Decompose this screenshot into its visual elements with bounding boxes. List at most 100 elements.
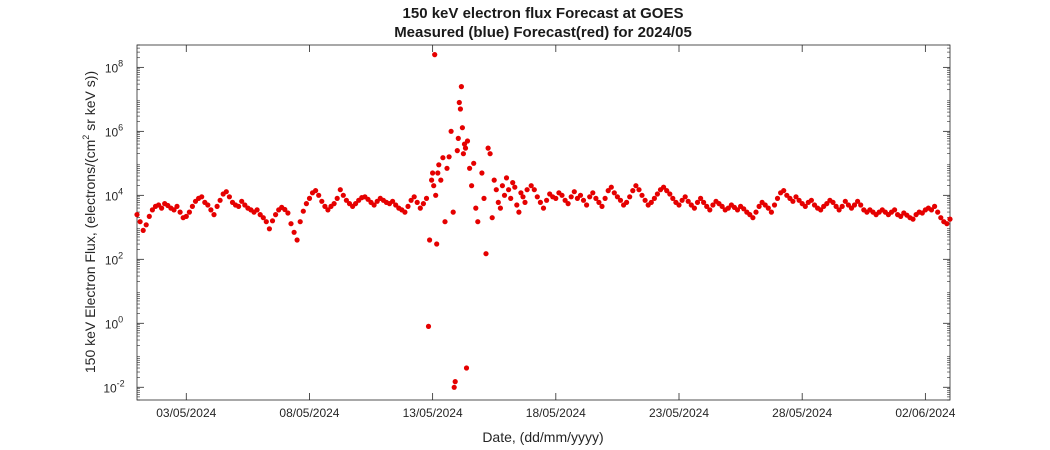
data-point (528, 183, 534, 189)
data-point (493, 187, 499, 193)
data-point (199, 194, 205, 200)
data-point (431, 183, 437, 189)
plot-area (136, 44, 951, 401)
y-axis: 10-2 100 102 104 106 108 (103, 58, 950, 395)
data-point (411, 194, 417, 200)
data-point (611, 190, 617, 196)
data-point (630, 188, 636, 194)
chart-subtitle: Measured (blue) Forecast(red) for 2024/0… (394, 24, 692, 41)
data-point (633, 183, 639, 189)
data-point (701, 199, 707, 205)
data-point (205, 202, 211, 208)
data-point (734, 207, 741, 213)
data-point (781, 188, 787, 194)
data-point (516, 209, 522, 215)
data-point (405, 203, 411, 209)
data-point (473, 205, 479, 211)
data-point (463, 365, 470, 371)
data-point (340, 192, 346, 198)
data-point (322, 203, 328, 209)
data-point (440, 155, 446, 161)
data-point (337, 187, 343, 193)
data-point (475, 219, 481, 225)
data-point (685, 198, 691, 204)
data-point (851, 202, 858, 208)
data-point (433, 192, 439, 198)
data-point (446, 154, 452, 160)
data-point (497, 205, 503, 211)
data-point (624, 199, 630, 205)
data-point (524, 187, 530, 193)
y-axis-label-main: 150 keV Electron Flux, (electrons/(cm (82, 140, 98, 373)
data-point (514, 202, 520, 208)
data-point (802, 203, 808, 209)
data-point (898, 213, 904, 219)
data-point (651, 195, 658, 201)
data-point (793, 194, 799, 200)
x-tick-label: 28/05/2024 (772, 406, 832, 420)
data-point (260, 215, 266, 221)
data-point (836, 207, 842, 213)
data-point (266, 226, 272, 232)
data-point (294, 237, 300, 243)
data-point (577, 192, 584, 198)
data-point (325, 207, 331, 213)
data-point (935, 209, 941, 215)
data-point (217, 197, 223, 203)
data-point (614, 194, 621, 200)
data-point (183, 213, 189, 219)
data-point (134, 212, 140, 218)
data-point (273, 212, 279, 218)
data-point (605, 188, 611, 194)
data-point (928, 207, 935, 213)
data-point (627, 194, 633, 200)
data-point (654, 191, 661, 197)
data-point (211, 212, 217, 218)
data-point (698, 195, 704, 201)
y-tick-label: 108 (105, 58, 123, 75)
data-point (562, 197, 568, 203)
data-point (938, 215, 944, 221)
data-point (269, 218, 276, 224)
data-point (432, 52, 438, 58)
data-point (617, 197, 624, 203)
data-point (608, 184, 614, 190)
data-point (454, 148, 460, 154)
data-point (520, 194, 526, 200)
data-point (661, 184, 667, 190)
y-tick-label: 10-2 (103, 378, 124, 395)
data-point (159, 205, 165, 211)
data-point (452, 379, 458, 385)
data-point (499, 183, 505, 189)
data-point (568, 194, 574, 200)
data-point (239, 198, 245, 204)
data-point (390, 198, 396, 204)
data-point (808, 197, 815, 203)
data-point (177, 209, 183, 215)
data-point (842, 198, 848, 204)
data-point (648, 199, 654, 205)
data-point (491, 177, 497, 183)
data-point (423, 195, 430, 201)
data-point (297, 219, 303, 225)
data-point (456, 99, 462, 106)
data-point (636, 187, 642, 193)
data-point (460, 151, 466, 157)
data-point (540, 205, 547, 211)
data-point (438, 177, 444, 183)
data-point (694, 199, 701, 205)
data-point (402, 209, 408, 215)
data-point (425, 323, 432, 329)
data-point (503, 175, 510, 181)
data-point (208, 207, 214, 213)
data-point (642, 197, 648, 203)
data-point (667, 191, 673, 197)
data-point (719, 203, 725, 209)
data-point (892, 207, 898, 213)
data-point (171, 207, 177, 213)
data-point (559, 192, 565, 198)
data-point (750, 215, 756, 221)
data-point (420, 201, 426, 207)
data-point (189, 203, 195, 209)
